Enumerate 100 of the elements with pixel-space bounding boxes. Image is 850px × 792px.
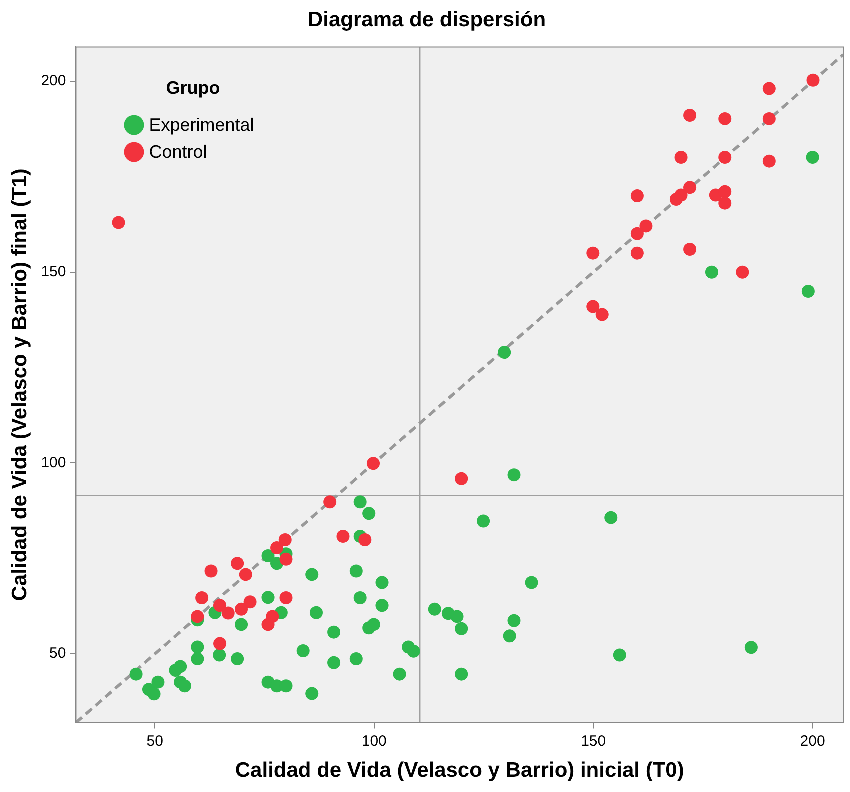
chart-title: Diagrama de dispersión xyxy=(308,8,546,32)
point xyxy=(640,220,653,233)
point xyxy=(196,591,209,604)
point xyxy=(718,185,732,198)
x-tick-label: 150 xyxy=(581,732,606,750)
point xyxy=(324,496,337,509)
point xyxy=(718,151,732,164)
point xyxy=(498,346,512,360)
point xyxy=(231,557,244,570)
x-tick-label: 50 xyxy=(146,732,164,750)
point xyxy=(262,591,275,604)
point xyxy=(802,284,815,298)
x-tick-label: 100 xyxy=(362,732,387,750)
point xyxy=(670,192,683,206)
point xyxy=(336,530,350,544)
point xyxy=(328,656,341,670)
point xyxy=(362,507,376,520)
point xyxy=(235,618,248,632)
point xyxy=(354,496,367,509)
point xyxy=(450,610,464,624)
point xyxy=(604,511,618,524)
point xyxy=(376,576,389,590)
point xyxy=(214,637,227,650)
y-axis-title: Calidad de Vida (Velasco y Barrio) final (T1) xyxy=(8,168,32,602)
point xyxy=(586,246,600,260)
point xyxy=(613,648,626,662)
point xyxy=(718,112,732,126)
point xyxy=(231,652,244,666)
point xyxy=(367,618,380,632)
point xyxy=(762,82,776,96)
point xyxy=(214,599,227,612)
y-tick-label: 100 xyxy=(41,454,66,472)
point xyxy=(328,626,341,639)
point xyxy=(244,596,257,609)
point xyxy=(235,602,248,616)
legend-title: Grupo xyxy=(166,78,220,98)
point xyxy=(455,622,468,636)
point xyxy=(503,630,516,643)
point xyxy=(306,687,319,700)
point xyxy=(191,610,204,624)
point xyxy=(508,614,521,628)
point xyxy=(239,568,252,582)
point xyxy=(130,668,143,681)
point xyxy=(806,74,820,87)
point xyxy=(744,641,758,654)
point xyxy=(477,514,490,528)
point xyxy=(350,652,363,666)
y-tick-label: 50 xyxy=(50,645,66,662)
point xyxy=(630,246,644,260)
point xyxy=(718,196,732,210)
point xyxy=(366,457,380,470)
point xyxy=(310,606,323,620)
point xyxy=(306,568,319,582)
point xyxy=(148,688,161,701)
point xyxy=(213,648,226,662)
point xyxy=(684,243,697,256)
point xyxy=(152,676,165,689)
x-tick-label: 200 xyxy=(800,732,826,750)
point xyxy=(354,591,367,604)
point xyxy=(270,541,284,554)
point xyxy=(280,591,293,604)
point xyxy=(407,644,420,658)
point xyxy=(393,668,406,681)
legend-label: Control xyxy=(149,142,208,162)
point xyxy=(174,660,188,674)
point xyxy=(262,618,275,632)
point xyxy=(762,154,776,168)
point xyxy=(280,680,293,693)
point xyxy=(736,266,750,279)
point xyxy=(262,550,275,562)
point xyxy=(358,533,372,546)
point xyxy=(191,652,204,666)
y-tick-label: 200 xyxy=(41,72,66,90)
point xyxy=(191,640,204,654)
point xyxy=(112,216,126,230)
point xyxy=(630,190,644,203)
point xyxy=(204,564,218,578)
point xyxy=(762,112,776,126)
point xyxy=(455,472,468,486)
point xyxy=(525,576,538,590)
point xyxy=(376,599,389,612)
legend-label: Experimental xyxy=(149,115,254,136)
point xyxy=(350,564,363,578)
point xyxy=(455,668,468,681)
point xyxy=(684,109,697,122)
point xyxy=(280,552,293,566)
point xyxy=(705,266,718,279)
point xyxy=(630,227,644,240)
x-axis-title: Calidad de Vida (Velasco y Barrio) inicial (T0) xyxy=(235,759,684,782)
point xyxy=(806,151,820,164)
point xyxy=(596,308,609,322)
point xyxy=(684,181,697,194)
point xyxy=(508,468,521,482)
y-tick-label: 150 xyxy=(41,264,66,281)
point xyxy=(674,151,688,164)
point xyxy=(178,680,192,693)
point xyxy=(586,300,600,314)
point xyxy=(278,533,292,546)
point xyxy=(296,644,310,658)
point xyxy=(222,606,235,620)
